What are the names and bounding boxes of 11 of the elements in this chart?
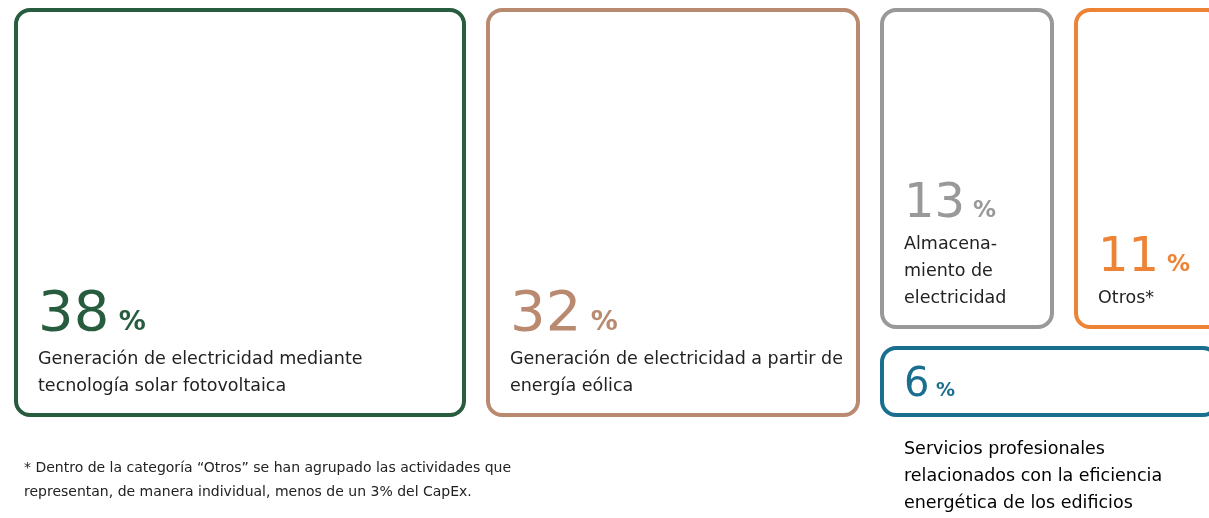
category-label: Almacena- miento de electricidad bbox=[904, 232, 1007, 309]
text: * Dentro de la categoría “Otros” se han agrupado las actividades que representan, de manera individual, menos de un 3% del CapEx. bbox=[24, 458, 513, 501]
data-label: 38 % bbox=[38, 278, 146, 343]
data-label: 13 % bbox=[904, 172, 997, 228]
category-label: Otros* bbox=[1098, 286, 1156, 309]
category-label: Generación de electricidad a partir de energía eólica bbox=[510, 347, 844, 397]
data-label: 32 % bbox=[510, 278, 618, 343]
category-label: Servicios profesionales relacionados con la eficiencia energética de los edificios bbox=[904, 437, 1164, 514]
data-label: 6 % bbox=[904, 358, 956, 405]
data-label: 11 % bbox=[1098, 226, 1191, 282]
category-label: Generación de electricidad mediante tecnología solar fotovoltaica bbox=[38, 347, 364, 397]
